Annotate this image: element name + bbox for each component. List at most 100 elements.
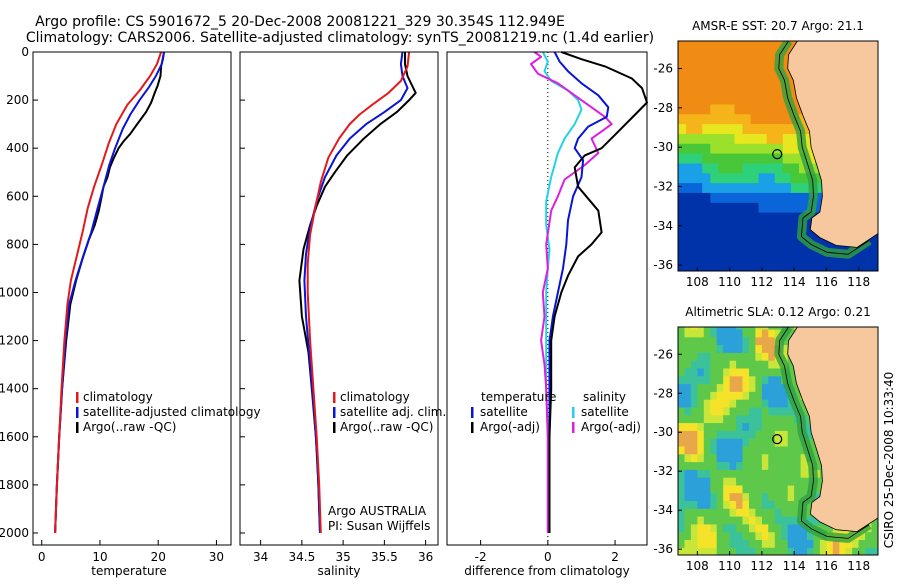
- heatmap-cell: [768, 430, 776, 439]
- x-tick-label: 36: [418, 550, 433, 564]
- heatmap-cell: [734, 153, 744, 164]
- heatmap-cell: [768, 539, 776, 548]
- heatmap-cell: [726, 41, 736, 46]
- heatmap-cell: [729, 414, 737, 424]
- heatmap-cell: [768, 523, 776, 533]
- heatmap-cell: [694, 133, 703, 144]
- heatmap-cell: [726, 94, 736, 105]
- heatmap-cell: [761, 477, 769, 486]
- heatmap-cell: [729, 344, 737, 353]
- heatmap-cell: [702, 123, 711, 134]
- heatmap-cell: [723, 453, 731, 463]
- heatmap-cell: [678, 143, 687, 154]
- heatmap-cell: [758, 133, 768, 144]
- heatmap-cell: [768, 469, 776, 478]
- heatmap-cell: [726, 74, 736, 85]
- heatmap-cell: [726, 123, 736, 134]
- series-line-temperature-argo-adj: [548, 51, 648, 533]
- heatmap-cell: [686, 123, 695, 134]
- heatmap-cell: [774, 123, 784, 134]
- heatmap-cell: [716, 399, 724, 408]
- y-tick-label: -34: [653, 503, 673, 517]
- x-tick-label: 35.5: [371, 550, 398, 564]
- heatmap-cell: [710, 391, 718, 400]
- heatmap-cell: [718, 261, 727, 271]
- heatmap-cell: [761, 336, 769, 346]
- heatmap-cell: [686, 133, 695, 144]
- heatmap-cell: [702, 221, 711, 233]
- heatmap-cell: [749, 375, 757, 385]
- heatmap-cell: [702, 172, 711, 184]
- heatmap-cell: [710, 406, 718, 416]
- heatmap-cell: [794, 523, 802, 533]
- heatmap-cell: [710, 383, 718, 392]
- heatmap-cell: [758, 74, 768, 85]
- heatmap-cell: [697, 445, 705, 455]
- heatmap-cell: [723, 406, 731, 416]
- heatmap-cell: [742, 182, 752, 193]
- heatmap-cell: [697, 375, 705, 385]
- heatmap-cell: [718, 212, 727, 223]
- x-tick-label: 0: [544, 550, 552, 564]
- heatmap-cell: [736, 367, 744, 377]
- heatmap-cell: [750, 64, 760, 75]
- heatmap-cell: [678, 261, 687, 271]
- heatmap-cell: [718, 44, 727, 56]
- heatmap-cell: [726, 261, 736, 271]
- heatmap-cell: [710, 221, 719, 233]
- heatmap-cell: [799, 182, 808, 193]
- heatmap-cell: [678, 375, 686, 385]
- heatmap-cell: [678, 182, 687, 193]
- heatmap-cell: [750, 103, 760, 115]
- heatmap-cell: [690, 531, 698, 540]
- heatmap-cell: [755, 516, 763, 525]
- heatmap-cell: [790, 251, 800, 262]
- heatmap-cell: [736, 336, 744, 346]
- heatmap-cell: [726, 182, 736, 193]
- difference-profile-panel: -2 0 2 difference from climatology tempera…: [446, 51, 648, 578]
- heatmap-cell: [710, 172, 719, 184]
- heatmap-cell: [790, 153, 800, 164]
- heatmap-cell: [790, 133, 800, 144]
- heatmap-cell: [755, 414, 763, 424]
- heatmap-cell: [749, 422, 757, 431]
- heatmap-cell: [749, 539, 757, 548]
- heatmap-cell: [718, 182, 727, 193]
- heatmap-cell: [697, 383, 705, 392]
- heatmap-cell: [703, 438, 711, 447]
- heatmap-cell: [755, 391, 763, 400]
- heatmap-cell: [684, 383, 692, 392]
- heatmap-cell: [839, 547, 847, 555]
- heatmap-cell: [697, 399, 705, 408]
- heatmap-cell: [697, 484, 705, 494]
- heatmap-cell: [703, 352, 711, 361]
- heatmap-cell: [736, 360, 744, 369]
- heatmap-cell: [758, 64, 768, 75]
- heatmap-cell: [742, 143, 752, 154]
- heatmap-cell: [710, 54, 719, 66]
- heatmap-cell: [710, 352, 718, 361]
- heatmap-cell: [716, 547, 724, 555]
- heatmap-cell: [703, 399, 711, 408]
- heatmap-cell: [774, 383, 782, 392]
- heatmap-cell: [787, 516, 795, 525]
- heatmap-cell: [774, 241, 784, 252]
- heatmap-cell: [710, 64, 719, 75]
- heatmap-cell: [736, 477, 744, 486]
- heatmap-cell: [729, 327, 737, 330]
- heatmap-cell: [678, 461, 686, 470]
- heatmap-cell: [787, 422, 795, 431]
- heatmap-cell: [684, 547, 692, 555]
- heatmap-cell: [734, 221, 744, 233]
- heatmap-cell: [690, 336, 698, 346]
- heatmap-cell: [774, 516, 782, 525]
- heatmap-cell: [819, 539, 827, 548]
- heatmap-cell: [749, 484, 757, 494]
- y-tick-label: 0: [21, 45, 29, 59]
- heatmap-cell: [807, 531, 815, 540]
- heatmap-cell: [782, 251, 792, 262]
- heatmap-cell: [761, 383, 769, 392]
- heatmap-cell: [678, 336, 686, 346]
- heatmap-cell: [710, 327, 718, 330]
